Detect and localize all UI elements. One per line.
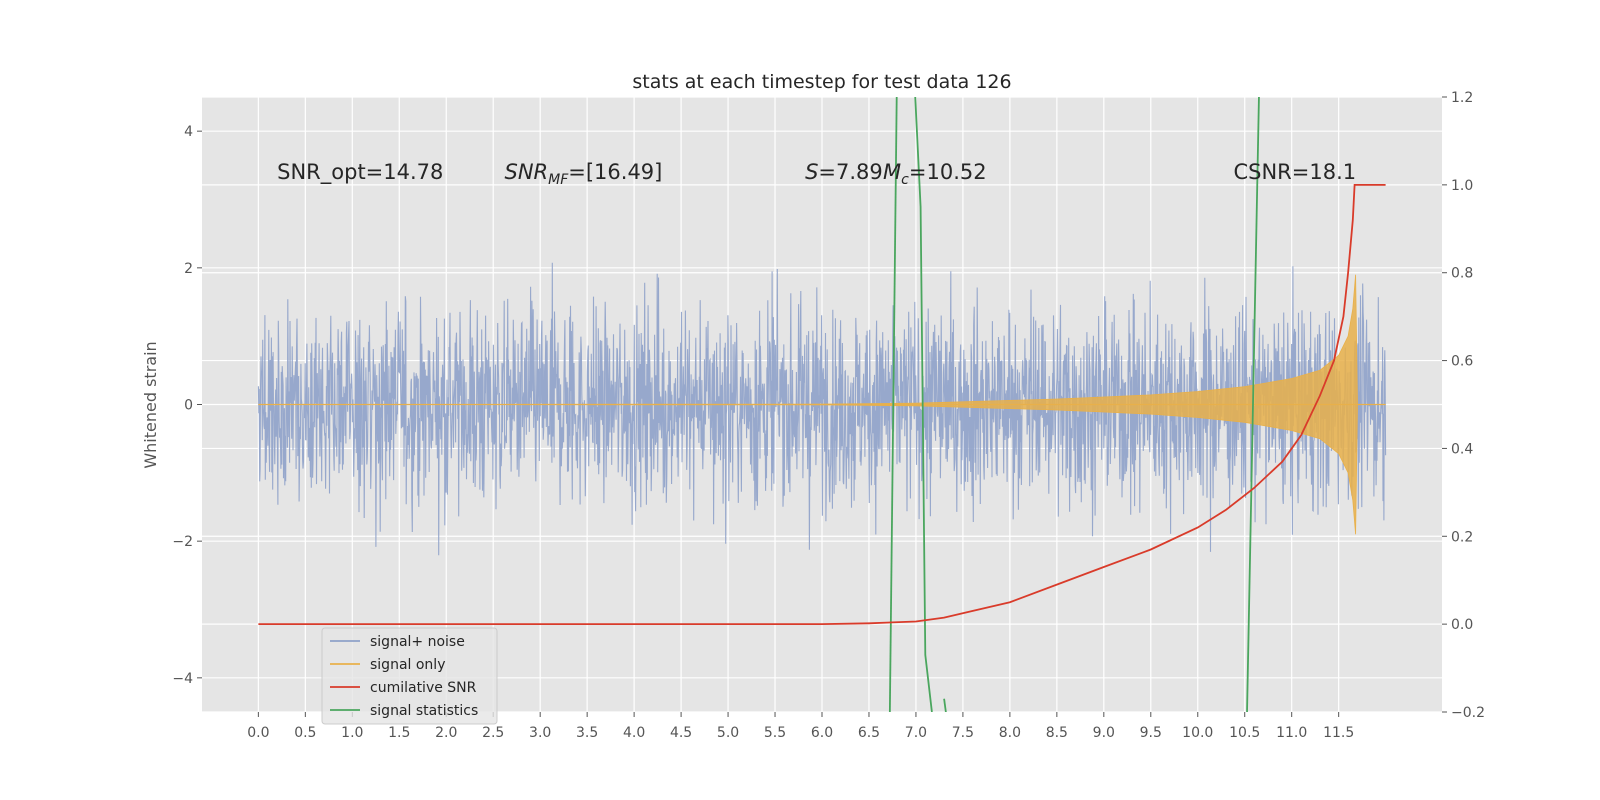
x-tick-label: 6.0 [811, 725, 833, 741]
x-tick-label: 1.0 [341, 725, 363, 741]
y-tick-label-right: 0.6 [1451, 354, 1473, 370]
x-tick-label: 3.0 [529, 725, 551, 741]
x-tick-label: 4.0 [623, 725, 645, 741]
annotation-text: Mc=10.52 [883, 160, 987, 188]
x-tick-label: 1.5 [388, 725, 410, 741]
y-tick-label-right: −0.2 [1451, 705, 1485, 721]
x-tick-label: 9.5 [1140, 725, 1162, 741]
plot-area [257, 97, 1387, 712]
annotations: SNR_opt=14.78 SNRMF=[16.49] S=7.89 Mc=10.52… [277, 160, 1356, 188]
y-tick-label-right: 0.2 [1451, 529, 1473, 545]
x-tick-label: 7.5 [952, 725, 974, 741]
y-tick-label-right: 0.0 [1451, 617, 1473, 633]
x-tick-label: 9.0 [1093, 725, 1115, 741]
signal-statistics-segment [943, 698, 947, 712]
x-tick-label: 6.5 [858, 725, 880, 741]
chart-title: stats at each timestep for test data 126 [632, 71, 1011, 93]
x-tick-label: 8.0 [999, 725, 1021, 741]
series-signal-only [258, 274, 1386, 535]
x-axis: 0.0 0.5 1.0 1.5 2.0 2.5 3.0 3.5 4.0 4.5 5.0 5.5 6.0 6… [247, 712, 1354, 741]
x-tick-label: 7.0 [905, 725, 927, 741]
legend-label: cumilative SNR [370, 680, 477, 696]
x-tick-label: 2.0 [435, 725, 457, 741]
x-tick-label: 10.5 [1229, 725, 1260, 741]
y-tick-label-left: 4 [184, 124, 193, 140]
legend-box [321, 627, 498, 725]
x-tick-label: 11.0 [1276, 725, 1307, 741]
legend-label: signal+ noise [370, 634, 465, 650]
series-signal-statistics [888, 97, 1260, 712]
legend-label: signal statistics [370, 703, 478, 719]
y-tick-label-left: −2 [172, 534, 193, 550]
y-tick-label-left: 2 [184, 261, 193, 277]
x-tick-label: 4.5 [670, 725, 692, 741]
annotation-text: SNRMF=[16.49] [504, 160, 662, 188]
y-axis-right: −0.2 0.0 0.2 0.4 0.6 0.8 1.0 1.2 [1442, 90, 1485, 721]
x-tick-label: 5.0 [717, 725, 739, 741]
y-tick-label-right: 1.0 [1451, 178, 1473, 194]
y-tick-label-left: −4 [172, 671, 193, 687]
y-axis-left: −4 −2 0 2 4 [172, 124, 202, 687]
annotation-text: S=7.89 [805, 160, 883, 184]
x-tick-label: 0.0 [247, 725, 269, 741]
x-tick-label: 11.5 [1323, 725, 1354, 741]
cumulative-snr-line [258, 184, 1386, 625]
x-tick-label: 3.5 [576, 725, 598, 741]
y-axis-label: Whitened strain [141, 341, 160, 468]
series-signal-noise [257, 262, 1387, 556]
x-tick-label: 0.5 [294, 725, 316, 741]
signal-noise-line [257, 262, 1387, 556]
signal-statistics-segment [914, 97, 933, 712]
x-tick-label: 8.5 [1046, 725, 1068, 741]
y-tick-label-right: 0.4 [1451, 441, 1473, 457]
series-cumulative-snr [258, 184, 1386, 625]
y-tick-label-left: 0 [184, 398, 193, 414]
x-tick-label: 5.5 [764, 725, 786, 741]
y-tick-label-right: 0.8 [1451, 266, 1473, 282]
y-tick-label-right: 1.2 [1451, 90, 1473, 106]
annotation-text: SNR_opt=14.78 [277, 160, 443, 185]
signal-statistics-segment [1246, 97, 1260, 712]
x-tick-label: 10.0 [1182, 725, 1213, 741]
annotation-text: CSNR=18.1 [1233, 160, 1356, 184]
x-tick-label: 2.5 [482, 725, 504, 741]
legend: signal+ noise signal only cumilative SNR si… [321, 627, 498, 725]
signal-statistics-segment [888, 97, 898, 712]
legend-label: signal only [370, 657, 445, 673]
